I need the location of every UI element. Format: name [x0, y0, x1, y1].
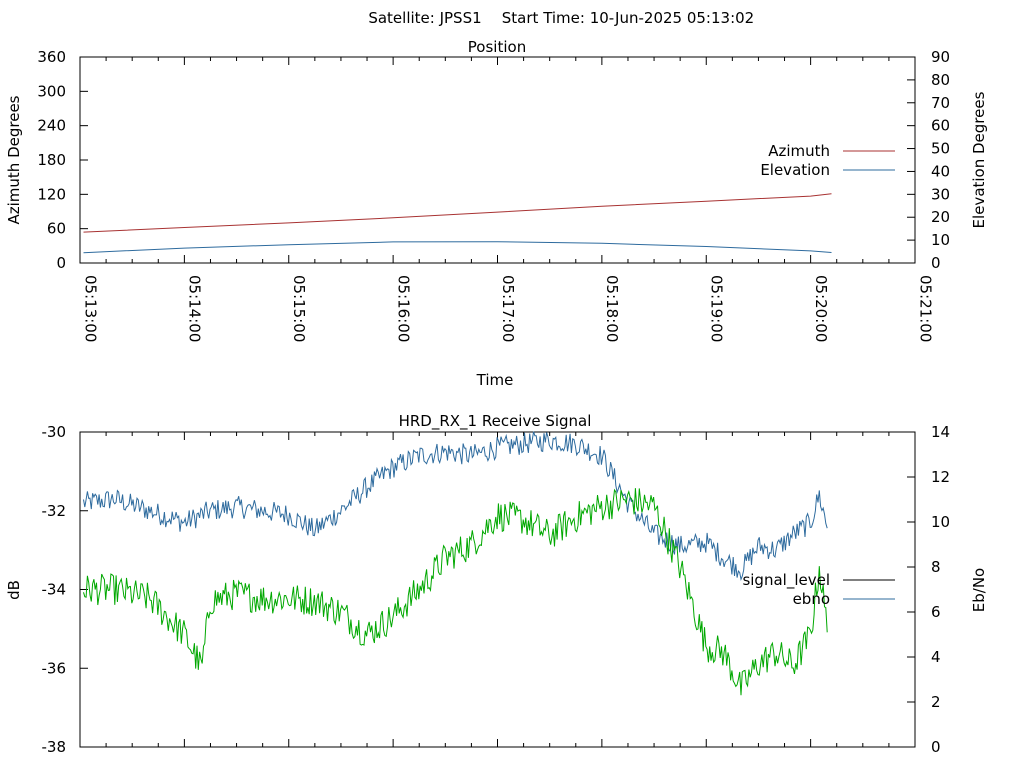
right-y-tick-label: 50 — [931, 140, 950, 158]
series-line-signal-level — [83, 431, 828, 582]
x-tick-label: 05:17:00 — [499, 275, 517, 342]
right-y-tick-label: 0 — [931, 738, 941, 756]
elevation-axis-label: Elevation Degrees — [970, 91, 988, 228]
x-tick-label: 05:19:00 — [708, 275, 726, 342]
legend-label-elevation: Elevation — [760, 161, 830, 179]
x-tick-label: 05:20:00 — [812, 275, 830, 342]
right-y-tick-label: 10 — [931, 513, 950, 531]
x-tick-label: 05:21:00 — [916, 275, 934, 342]
right-y-tick-label: 4 — [931, 648, 941, 666]
position-chart-title: Position — [468, 38, 526, 56]
left-y-tick-label: -34 — [42, 581, 67, 599]
right-y-tick-label: 30 — [931, 185, 950, 203]
position-chart: Position Azimuth Degrees Elevation Degre… — [5, 38, 988, 389]
left-y-tick-label: 240 — [37, 117, 66, 135]
x-tick-label: 05:13:00 — [81, 275, 99, 342]
series-line-ebno — [83, 488, 828, 696]
position-plot-frame — [79, 56, 916, 264]
right-y-tick-label: 14 — [931, 423, 950, 441]
right-y-tick-label: 80 — [931, 71, 950, 89]
series-line-azimuth — [83, 193, 832, 233]
right-y-tick-label: 60 — [931, 117, 950, 135]
start-time-label: Start Time: 10-Jun-2025 05:13:02 — [502, 9, 754, 27]
left-y-tick-label: 180 — [37, 151, 66, 169]
right-y-tick-label: 6 — [931, 603, 941, 621]
ebno-axis-label: Eb/No — [970, 568, 988, 612]
right-y-tick-label: 90 — [931, 48, 950, 66]
x-tick-label: 05:18:00 — [603, 275, 621, 342]
db-axis-label: dB — [5, 580, 23, 600]
x-tick-label: 05:16:00 — [394, 275, 412, 342]
right-y-tick-label: 40 — [931, 162, 950, 180]
x-tick-label: 05:15:00 — [290, 275, 308, 342]
legend-label-azimuth: Azimuth — [768, 142, 830, 160]
left-y-tick-label: -30 — [42, 423, 67, 441]
left-y-tick-label: 360 — [37, 48, 66, 66]
right-y-tick-label: 8 — [931, 558, 941, 576]
series-line-elevation — [83, 241, 832, 254]
left-y-tick-label: 60 — [47, 220, 66, 238]
right-y-tick-label: 10 — [931, 231, 950, 249]
right-y-tick-label: 20 — [931, 208, 950, 226]
left-y-tick-label: 120 — [37, 185, 66, 203]
time-axis-label: Time — [476, 371, 514, 389]
right-y-tick-label: 2 — [931, 693, 941, 711]
left-y-tick-label: -32 — [42, 502, 67, 520]
signal-plot-frame — [79, 431, 916, 748]
right-y-tick-label: 0 — [931, 254, 941, 272]
left-y-tick-label: -36 — [42, 659, 67, 677]
satellite-label: Satellite: JPSS1 — [368, 9, 481, 27]
legend-label-signal-level: signal_level — [742, 571, 830, 590]
azimuth-axis-label: Azimuth Degrees — [5, 95, 23, 224]
legend-label-ebno: ebno — [793, 590, 830, 608]
x-tick-label: 05:14:00 — [186, 275, 204, 342]
left-y-tick-label: 0 — [56, 254, 66, 272]
left-y-tick-label: 300 — [37, 82, 66, 100]
right-y-tick-label: 70 — [931, 94, 950, 112]
right-y-tick-label: 12 — [931, 468, 950, 486]
signal-chart-title: HRD_RX_1 Receive Signal — [399, 412, 592, 431]
left-y-tick-label: -38 — [42, 738, 67, 756]
receive-signal-chart: HRD_RX_1 Receive Signal dB Eb/No -30 -32 -… — [5, 412, 988, 756]
